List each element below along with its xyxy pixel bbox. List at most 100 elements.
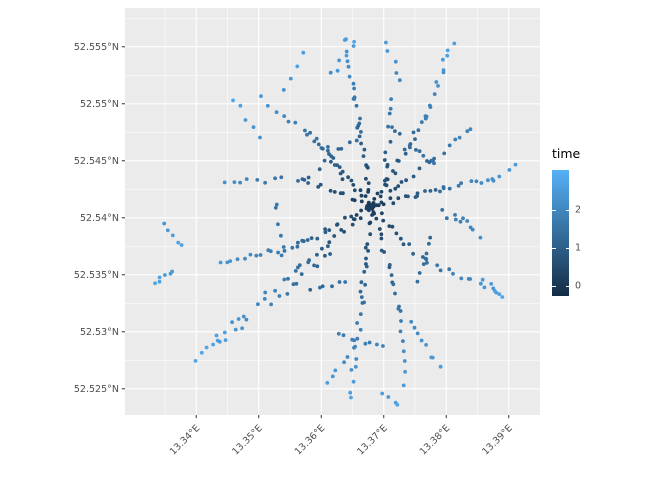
data-point (383, 150, 388, 155)
data-point (354, 103, 359, 108)
data-point (269, 302, 273, 307)
data-point (327, 228, 332, 233)
data-point (281, 245, 286, 249)
data-point (322, 158, 327, 163)
y-tick-label: 52.525°N (74, 384, 119, 395)
x-tick-label: 13.34°E (168, 423, 203, 458)
data-point (273, 288, 277, 293)
data-point (478, 281, 483, 286)
data-point (336, 147, 341, 151)
data-point (423, 189, 427, 193)
colorbar-tick (565, 247, 569, 249)
data-point (453, 217, 458, 222)
data-point (391, 169, 395, 173)
data-point (377, 227, 382, 231)
data-point (425, 260, 429, 265)
data-point (299, 272, 304, 276)
colorbar-tick (552, 247, 556, 249)
data-point (434, 80, 439, 84)
data-point (259, 94, 263, 98)
data-point (343, 280, 348, 284)
data-point (315, 236, 320, 241)
data-point (291, 282, 296, 287)
data-point (354, 357, 359, 361)
data-point (379, 236, 384, 241)
data-point (368, 232, 373, 237)
data-point (387, 111, 392, 116)
data-point (273, 205, 278, 210)
data-point (258, 135, 262, 140)
data-point (157, 275, 162, 280)
data-point (323, 253, 327, 258)
data-point (316, 185, 321, 189)
data-point (365, 164, 369, 169)
data-point (424, 251, 429, 256)
data-point (381, 344, 385, 348)
data-point (305, 132, 309, 137)
data-point (279, 233, 283, 238)
data-point (238, 103, 243, 108)
data-point (277, 294, 282, 298)
data-point (351, 81, 356, 86)
data-point (340, 177, 345, 182)
y-tick-label: 52.535°N (74, 270, 119, 281)
data-point (330, 374, 335, 379)
data-point (394, 231, 399, 236)
legend-tick-label: 1 (575, 242, 582, 254)
data-point (388, 188, 393, 193)
data-point (386, 124, 390, 129)
y-tick-label: 52.545°N (74, 156, 119, 167)
data-point (348, 390, 353, 395)
data-point (358, 216, 363, 221)
data-point (335, 68, 340, 73)
data-point (421, 153, 426, 158)
data-point (256, 302, 260, 307)
legend-tick-label: 0 (575, 280, 582, 292)
data-point (457, 135, 462, 140)
x-tick-label: 13.39°E (480, 423, 515, 458)
data-point (395, 158, 400, 163)
data-point (478, 235, 483, 240)
data-point (415, 194, 419, 198)
data-point (417, 166, 422, 171)
data-point (350, 222, 355, 227)
x-tick-label: 13.36°E (293, 423, 328, 458)
data-point (222, 180, 227, 185)
data-point (333, 368, 338, 373)
data-point (486, 178, 490, 183)
data-point (337, 58, 341, 63)
data-point (193, 359, 198, 363)
data-point (231, 98, 236, 103)
y-axis: 52.555°N 52.55°N 52.545°N 52.54°N 52.535°N 52… (74, 42, 125, 395)
data-point (401, 349, 406, 354)
data-point (469, 179, 474, 184)
data-point (357, 121, 362, 126)
data-point (359, 280, 364, 285)
data-point (428, 235, 433, 240)
data-point (366, 181, 371, 186)
data-point (393, 186, 398, 191)
data-point (251, 125, 256, 129)
data-point (179, 243, 184, 247)
data-point (433, 188, 438, 192)
data-point (358, 312, 363, 316)
data-point (326, 148, 330, 153)
data-point (350, 197, 355, 202)
legend-title: time (552, 146, 581, 161)
data-point (157, 279, 162, 284)
data-point (323, 227, 327, 232)
data-point (441, 57, 445, 62)
data-point (399, 180, 404, 184)
data-point (500, 295, 505, 299)
data-point (339, 228, 344, 232)
data-point (401, 242, 406, 247)
data-point (379, 232, 384, 237)
data-point (440, 208, 445, 212)
data-point (241, 314, 246, 319)
data-point (315, 252, 319, 257)
grid-major (125, 8, 540, 415)
data-point (468, 277, 472, 281)
y-tick-label: 52.55°N (80, 99, 119, 110)
data-point (305, 238, 310, 242)
